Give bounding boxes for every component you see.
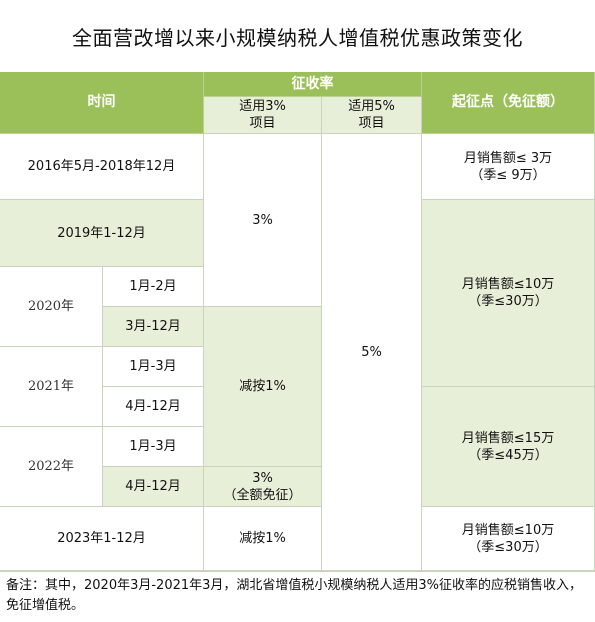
header-threshold: 起征点（免征额） [422, 72, 595, 134]
time-2019: 2019年1-12月 [0, 200, 204, 267]
header-rate5: 适用5% 项目 [322, 97, 422, 134]
month-2021-2: 4月-12月 [103, 387, 204, 427]
time-2016-2018-label: 2016年5月-2018年12月 [27, 159, 176, 174]
year-2021: 2021年 [0, 347, 103, 427]
header-rate3-line2: 项目 [249, 116, 276, 131]
rate3-reduced-2023: 减按1% [204, 507, 322, 571]
month-2020-2: 3月-12月 [103, 307, 204, 347]
threshold-2019-2021: 月销售额≤10万 （季≤30万） [422, 200, 595, 387]
month-2020-1-label: 1月-2月 [129, 279, 177, 294]
threshold-2-line1: 月销售额≤10万 [461, 277, 555, 292]
rate5-value: 5% [361, 344, 382, 360]
header-rate5-line2: 项目 [358, 116, 385, 131]
threshold-2016-2018: 月销售额≤ 3万 （季≤ 9万） [422, 134, 595, 200]
month-2022-1-label: 1月-3月 [129, 439, 177, 454]
rate3-exempt-2022: 3% （全额免征） [204, 467, 322, 507]
rate3-exempt-line2: （全额免征） [223, 487, 302, 503]
threshold-3-line2: （季≤45万） [468, 447, 548, 463]
threshold-4-line2: （季≤30万） [468, 539, 548, 555]
header-time: 时间 [0, 72, 204, 134]
threshold-4-line1: 月销售额≤10万 [461, 522, 555, 538]
year-2020: 2020年 [0, 267, 103, 347]
month-2021-2-label: 4月-12月 [125, 399, 181, 414]
threshold-2-line2: （季≤30万） [468, 294, 548, 309]
time-2023: 2023年1-12月 [0, 507, 204, 571]
header-rate-label: 征收率 [291, 75, 334, 92]
footnote: 备注：其中，2020年3月-2021年3月，湖北省增值税小规模纳税人适用3%征收… [0, 571, 595, 622]
header-rate3: 适用3% 项目 [204, 97, 322, 134]
rate3-exempt-line1: 3% [252, 470, 273, 486]
month-2021-1-label: 1月-3月 [129, 359, 177, 374]
year-2020-label: 2020年 [27, 299, 75, 314]
rate3-standard-value: 3% [252, 213, 273, 228]
rate3-reduced-2020-2022: 减按1% [204, 307, 322, 467]
time-2016-2018: 2016年5月-2018年12月 [0, 134, 204, 200]
month-2020-1: 1月-2月 [103, 267, 204, 307]
header-rate5-line1: 适用5% [348, 99, 395, 114]
threshold-1-line2: （季≤ 9万） [470, 167, 546, 183]
rate3-standard: 3% [204, 134, 322, 307]
rate5-all-periods: 5% [322, 134, 422, 571]
year-2022-label: 2022年 [27, 459, 75, 474]
month-2020-2-label: 3月-12月 [125, 319, 181, 334]
header-rate: 征收率 [204, 72, 422, 97]
month-2021-1: 1月-3月 [103, 347, 204, 387]
rate3-reduced-2023-value: 减按1% [239, 531, 286, 546]
month-2022-2-label: 4月-12月 [125, 479, 181, 494]
threshold-1-line1: 月销售额≤ 3万 [463, 150, 553, 166]
year-2021-label: 2021年 [27, 379, 75, 394]
threshold-3-line1: 月销售额≤15万 [461, 430, 555, 446]
month-2022-2: 4月-12月 [103, 467, 204, 507]
month-2022-1: 1月-3月 [103, 427, 204, 467]
page-title: 全面营改增以来小规模纳税人增值税优惠政策变化 [72, 25, 523, 50]
threshold-2023: 月销售额≤10万 （季≤30万） [422, 507, 595, 571]
threshold-2021-2022: 月销售额≤15万 （季≤45万） [422, 387, 595, 507]
time-2023-label: 2023年1-12月 [57, 531, 146, 546]
year-2022: 2022年 [0, 427, 103, 507]
header-threshold-label: 起征点（免征额） [452, 94, 564, 110]
rate3-reduced-value: 减按1% [239, 379, 286, 394]
header-time-label: 时间 [87, 94, 116, 110]
header-rate3-line1: 适用3% [239, 99, 286, 114]
time-2019-label: 2019年1-12月 [57, 225, 146, 241]
